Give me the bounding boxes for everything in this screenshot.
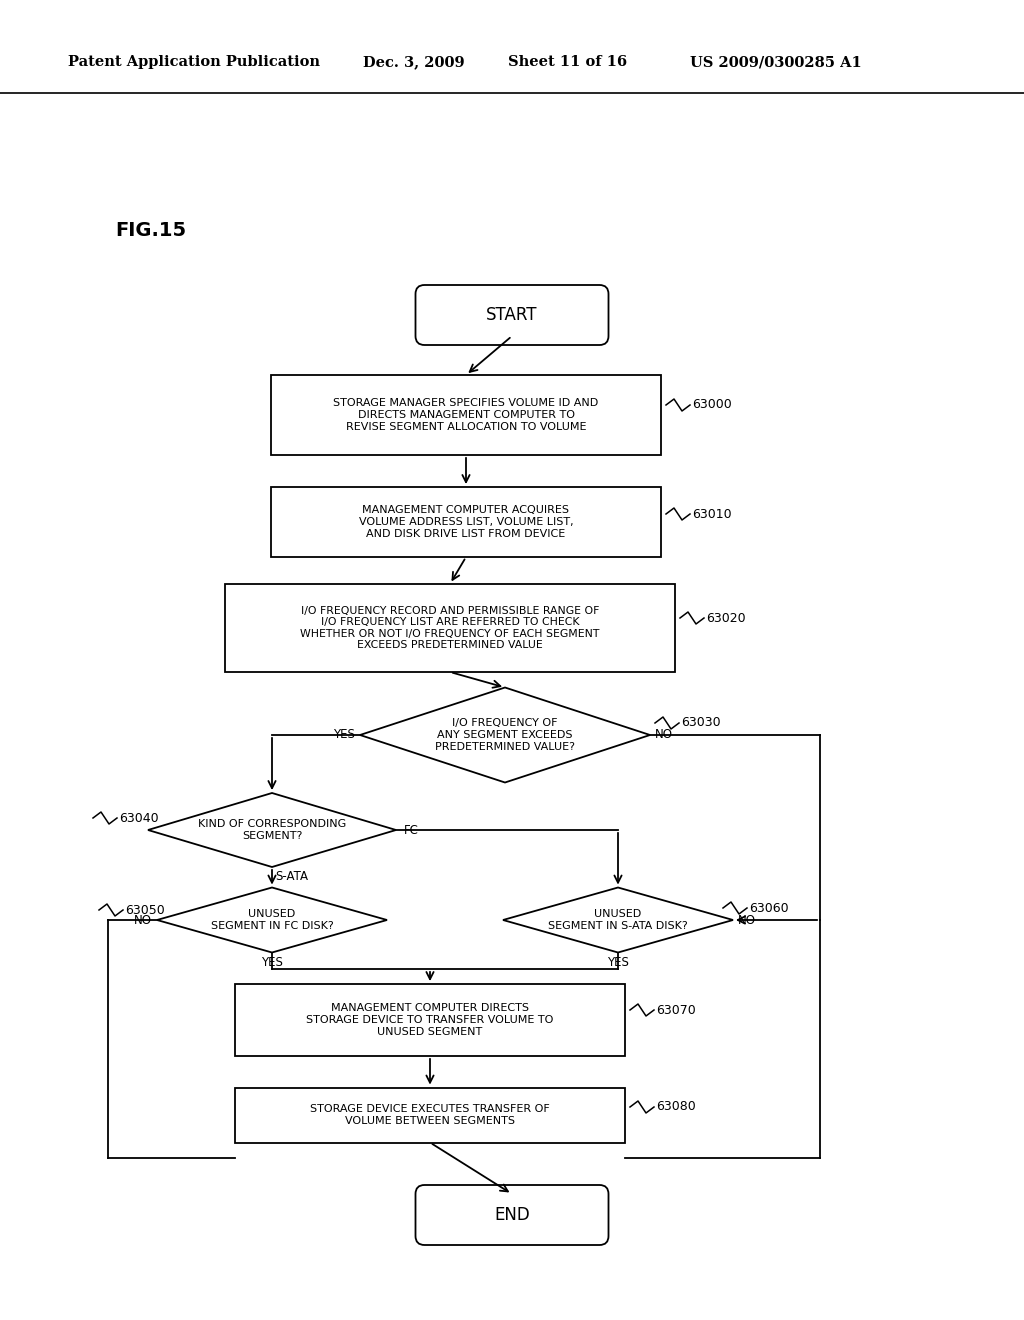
Text: END: END xyxy=(495,1206,529,1224)
Text: 63080: 63080 xyxy=(656,1101,695,1114)
Text: Dec. 3, 2009: Dec. 3, 2009 xyxy=(362,55,465,69)
Text: S-ATA: S-ATA xyxy=(275,870,308,883)
Text: UNUSED
SEGMENT IN FC DISK?: UNUSED SEGMENT IN FC DISK? xyxy=(211,909,334,931)
Text: 63040: 63040 xyxy=(119,812,159,825)
Text: NO: NO xyxy=(738,913,756,927)
FancyBboxPatch shape xyxy=(416,1185,608,1245)
Text: MANAGEMENT COMPUTER DIRECTS
STORAGE DEVICE TO TRANSFER VOLUME TO
UNUSED SEGMENT: MANAGEMENT COMPUTER DIRECTS STORAGE DEVI… xyxy=(306,1003,554,1036)
Text: I/O FREQUENCY OF
ANY SEGMENT EXCEEDS
PREDETERMINED VALUE?: I/O FREQUENCY OF ANY SEGMENT EXCEEDS PRE… xyxy=(435,718,575,751)
Bar xyxy=(225,583,675,672)
Text: I/O FREQUENCY RECORD AND PERMISSIBLE RANGE OF
I/O FREQUENCY LIST ARE REFERRED TO: I/O FREQUENCY RECORD AND PERMISSIBLE RAN… xyxy=(300,606,600,651)
Text: FC: FC xyxy=(404,824,419,837)
Text: KIND OF CORRESPONDING
SEGMENT?: KIND OF CORRESPONDING SEGMENT? xyxy=(198,820,346,841)
Text: NO: NO xyxy=(134,913,152,927)
Text: 63020: 63020 xyxy=(706,611,745,624)
FancyBboxPatch shape xyxy=(416,285,608,345)
Text: 63010: 63010 xyxy=(692,507,731,520)
Text: Patent Application Publication: Patent Application Publication xyxy=(68,55,319,69)
Polygon shape xyxy=(503,887,733,953)
Text: YES: YES xyxy=(333,729,355,742)
Text: 63050: 63050 xyxy=(125,903,165,916)
Text: YES: YES xyxy=(607,956,629,969)
Bar xyxy=(271,375,662,455)
Text: UNUSED
SEGMENT IN S-ATA DISK?: UNUSED SEGMENT IN S-ATA DISK? xyxy=(548,909,688,931)
Bar xyxy=(271,487,662,557)
Polygon shape xyxy=(360,688,650,783)
Bar xyxy=(234,983,625,1056)
Text: US 2009/0300285 A1: US 2009/0300285 A1 xyxy=(690,55,862,69)
Text: START: START xyxy=(486,306,538,323)
Text: NO: NO xyxy=(655,729,673,742)
Text: 63060: 63060 xyxy=(749,902,788,915)
Polygon shape xyxy=(157,887,387,953)
Text: Sheet 11 of 16: Sheet 11 of 16 xyxy=(508,55,627,69)
Text: STORAGE DEVICE EXECUTES TRANSFER OF
VOLUME BETWEEN SEGMENTS: STORAGE DEVICE EXECUTES TRANSFER OF VOLU… xyxy=(310,1105,550,1126)
Bar xyxy=(234,1088,625,1143)
Text: FIG.15: FIG.15 xyxy=(115,220,186,239)
Text: YES: YES xyxy=(261,956,283,969)
Polygon shape xyxy=(148,793,396,867)
Text: 63000: 63000 xyxy=(692,399,732,412)
Text: STORAGE MANAGER SPECIFIES VOLUME ID AND
DIRECTS MANAGEMENT COMPUTER TO
REVISE SE: STORAGE MANAGER SPECIFIES VOLUME ID AND … xyxy=(334,399,599,432)
Text: 63030: 63030 xyxy=(681,717,721,730)
Text: MANAGEMENT COMPUTER ACQUIRES
VOLUME ADDRESS LIST, VOLUME LIST,
AND DISK DRIVE LI: MANAGEMENT COMPUTER ACQUIRES VOLUME ADDR… xyxy=(358,506,573,539)
Text: 63070: 63070 xyxy=(656,1003,695,1016)
